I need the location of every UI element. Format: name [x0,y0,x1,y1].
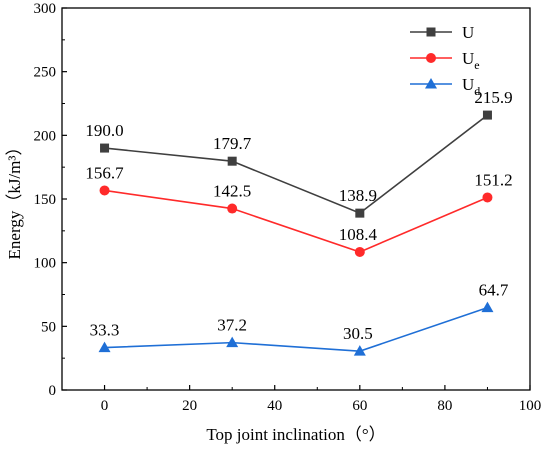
data-label: 30.5 [343,324,373,343]
x-tick-label: 80 [437,398,452,414]
y-tick-label: 200 [34,128,57,144]
series-layer [98,110,494,356]
data-label: 108.4 [339,225,378,244]
data-label: 142.5 [213,182,251,201]
data-point [227,203,238,214]
data-point [481,301,494,313]
series-3 [98,301,494,356]
data-point [355,208,365,218]
legend-label: Ud [462,75,480,98]
data-point [98,341,111,353]
data-label: 156.7 [85,163,124,182]
y-axis-title: Energy（kJ/m³） [5,139,24,260]
legend-item: Ud [410,75,480,98]
y-tick-label: 100 [34,256,57,272]
data-label: 190.0 [85,121,123,140]
series-line [104,189,488,253]
series-2 [99,185,493,257]
x-tick-label: 60 [352,398,367,414]
axes: 0 20 40 60 80 100 0 50 100 150 200 250 300 [34,1,542,414]
x-tick-label: 0 [101,398,109,414]
data-label: 33.3 [90,321,120,340]
y-tick-label: 150 [34,192,57,208]
y-tick-label: 300 [34,1,57,17]
legend-label: U [462,23,474,42]
y-tick-label: 0 [49,383,57,399]
data-point [99,185,110,196]
legend-marker [426,27,436,37]
data-point [354,246,365,257]
y-tick-label: 250 [34,65,57,81]
legend-item: U [410,23,474,42]
series-line [104,114,488,215]
plot-frame [61,7,531,391]
legend-label: Ue [462,49,480,72]
data-point [482,110,492,120]
data-point [100,143,110,153]
legend: U Ue Ud [410,23,480,98]
data-label: 151.2 [474,170,512,189]
data-label: 138.9 [339,186,377,205]
legend-marker [425,78,437,89]
data-point [482,192,493,203]
data-point [227,156,237,166]
x-axis-title: Top joint inclination（°） [206,425,385,444]
series-line [104,306,488,352]
data-labels: 190.0 179.7 138.9 215.9 156.7 142.5 108.4 151.2… [85,88,512,343]
data-point [226,336,239,348]
data-label: 179.7 [213,134,252,153]
data-point [353,345,366,356]
series-1 [100,110,492,218]
legend-marker [426,53,436,63]
data-label: 37.2 [217,316,247,335]
y-tick-label: 50 [41,319,56,335]
x-tick-label: 20 [182,398,197,414]
data-label: 64.7 [479,281,509,300]
x-tick-label: 100 [519,398,542,414]
legend-item: Ue [410,49,480,72]
data-label: 215.9 [474,88,512,107]
x-tick-label: 40 [267,398,282,414]
